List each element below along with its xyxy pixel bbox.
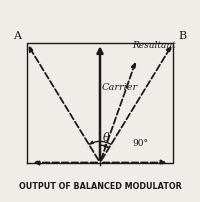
Text: OUTPUT OF BALANCED MODULATOR: OUTPUT OF BALANCED MODULATOR xyxy=(19,182,181,191)
Text: B: B xyxy=(179,31,187,41)
Text: A: A xyxy=(13,31,21,41)
Text: 90°: 90° xyxy=(133,139,149,148)
Text: Resultant: Resultant xyxy=(132,41,176,50)
Text: θ: θ xyxy=(103,133,110,143)
Text: Carrier: Carrier xyxy=(102,83,138,92)
